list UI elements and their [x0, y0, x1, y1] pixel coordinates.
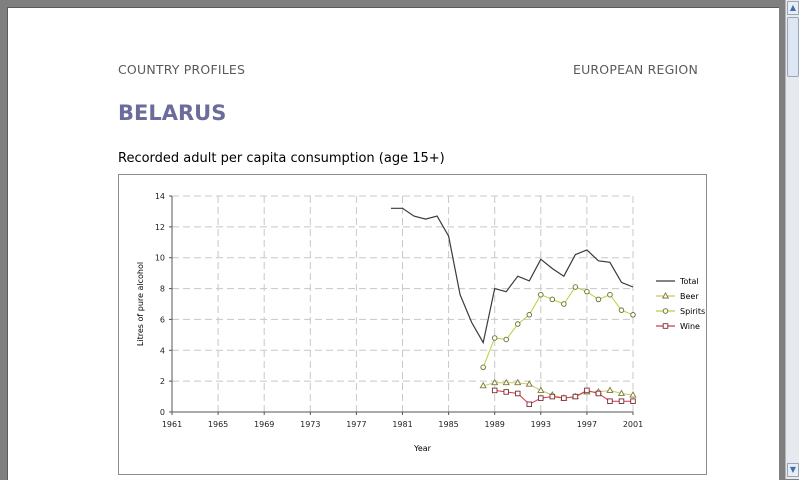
beer-point — [502, 378, 510, 386]
y-tick-label: 14 — [155, 192, 165, 201]
wine-point — [503, 389, 509, 395]
spirits-point — [561, 301, 567, 307]
x-tick-label: 1961 — [162, 420, 182, 429]
wine-point — [491, 387, 498, 394]
spirits-point — [607, 291, 613, 298]
wine-point — [549, 393, 556, 400]
wine-point — [618, 398, 625, 404]
beer-point — [617, 389, 626, 396]
beer-point — [491, 378, 499, 386]
y-tick-label: 8 — [160, 285, 165, 294]
spirits-point — [491, 335, 498, 341]
spirits-point — [503, 336, 509, 343]
total-series-line — [391, 207, 634, 345]
y-tick-label: 12 — [155, 223, 165, 232]
spirits-series-line — [482, 286, 634, 368]
y-tick-label: 2 — [160, 377, 165, 386]
spirits-point — [584, 288, 590, 295]
chart-frame: 1961 1965 1969 1973 1977 1981 1985 1989 1993 1997… — [118, 174, 707, 475]
document-page: COUNTRY PROFILES EUROPEAN REGION BELARUS… — [7, 7, 779, 480]
y-tick-label: 10 — [155, 254, 165, 263]
y-tick-label: 4 — [160, 346, 165, 355]
wine-point — [595, 390, 602, 397]
section-label: COUNTRY PROFILES — [118, 62, 246, 77]
x-axis-label: Year — [413, 444, 432, 453]
legend-spirits-label: Spirits — [680, 307, 705, 316]
legend-spirits-point — [662, 308, 669, 314]
beer-point — [479, 381, 487, 389]
beer-point — [537, 386, 545, 393]
x-tick-label: 1973 — [300, 420, 320, 429]
spirits-point — [572, 284, 579, 290]
region-label: EUROPEAN REGION — [572, 62, 698, 77]
spirits-point — [526, 312, 533, 318]
vertical-scrollbar[interactable]: ▲ ▼ — [785, 0, 799, 479]
wine-point — [515, 390, 521, 397]
consumption-chart: 1961 1965 1969 1973 1977 1981 1985 1989 1993 1997… — [136, 192, 705, 453]
x-tick-label: 1977 — [346, 420, 366, 429]
spirits-point — [538, 291, 544, 298]
scroll-thumb[interactable] — [787, 17, 799, 77]
y-axis-label: Litres of pure alcohol — [136, 262, 145, 346]
wine-point — [584, 387, 590, 394]
y-tick-label: 0 — [160, 408, 165, 417]
scroll-down-arrow-icon[interactable]: ▼ — [787, 463, 799, 477]
wine-point — [630, 398, 636, 404]
wine-point — [607, 398, 613, 404]
scroll-up-arrow-icon[interactable]: ▲ — [787, 1, 799, 15]
wine-point — [538, 395, 544, 401]
wine-point — [561, 395, 567, 401]
x-tick-label: 1965 — [208, 420, 228, 429]
beer-point — [629, 391, 637, 398]
legend-wine-label: Wine — [680, 322, 700, 331]
spirits-point — [595, 296, 602, 303]
beer-point — [525, 380, 533, 387]
x-tick-label: 1969 — [254, 420, 274, 429]
spirits-point — [515, 321, 521, 327]
x-tick-label: 1989 — [485, 420, 505, 429]
spirits-point — [480, 364, 486, 371]
legend-beer-label: Beer — [680, 292, 699, 301]
x-tick-label: 1993 — [531, 420, 551, 429]
legend-beer-point — [661, 292, 670, 299]
chart-subtitle: Recorded adult per capita consumption (a… — [118, 151, 445, 166]
x-tick-label: 1985 — [438, 420, 458, 429]
x-tick-label: 2001 — [623, 420, 643, 429]
spirits-point — [549, 296, 556, 303]
y-tick-label: 6 — [160, 315, 165, 324]
legend-wine-point — [662, 323, 669, 329]
legend-total-label: Total — [679, 277, 699, 286]
spirits-point — [630, 312, 636, 318]
wine-point — [572, 393, 579, 400]
country-title: BELARUS — [118, 101, 227, 125]
x-tick-label: 1981 — [392, 420, 412, 429]
beer-point — [514, 378, 522, 386]
spirits-point — [618, 307, 625, 313]
beer-point — [606, 386, 614, 393]
wine-point — [526, 401, 533, 408]
x-tick-label: 1997 — [577, 420, 597, 429]
